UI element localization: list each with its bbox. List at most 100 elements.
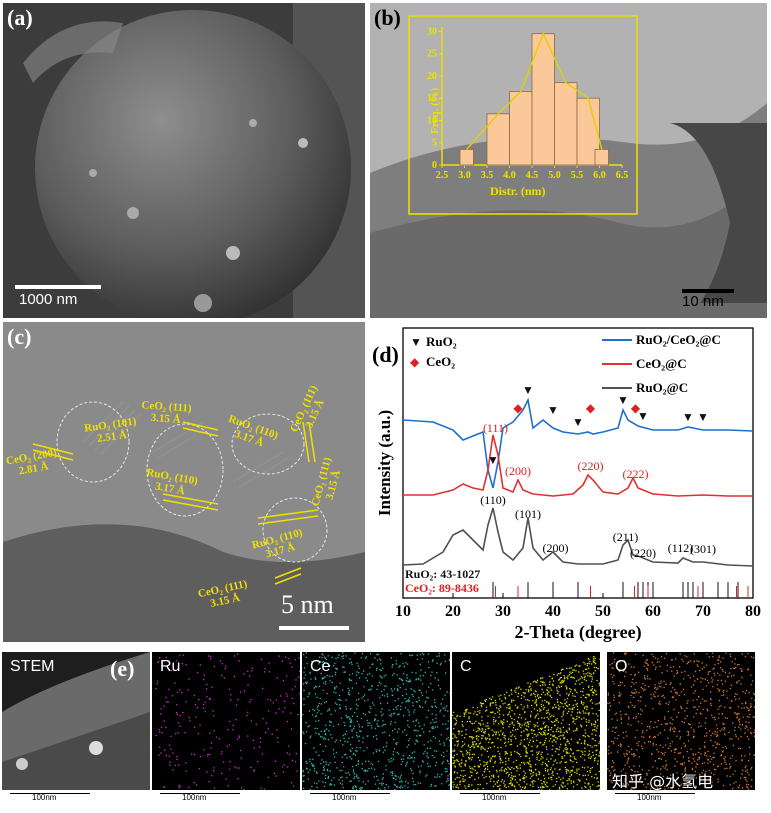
histogram-y-tick-label: 5 bbox=[432, 138, 437, 149]
map-o: O 100nm bbox=[607, 652, 755, 804]
xrd-x-tick-label: 30 bbox=[495, 603, 511, 620]
histogram-bar bbox=[554, 82, 578, 166]
histogram-x-tick-label: 4.5 bbox=[526, 170, 539, 181]
xrd-ceo2-peak-label: (222) bbox=[623, 467, 649, 481]
histogram-y-tick-label: 30 bbox=[427, 26, 437, 37]
histogram-x-tick-label: 5.0 bbox=[548, 170, 561, 181]
scale-bar bbox=[682, 289, 734, 293]
xrd-marker-legend-symbol: ◆ bbox=[410, 355, 420, 369]
map-scale-bar: 100nm bbox=[2, 790, 150, 804]
panel-label: (d) bbox=[372, 342, 399, 367]
panel-a-sem-image: (a) 1000 nm bbox=[3, 3, 365, 318]
histogram-y-tick-label: 20 bbox=[427, 71, 437, 82]
xrd-x-tick-label: 40 bbox=[545, 603, 561, 620]
xrd-ceo2-peak-label: (111) bbox=[483, 421, 508, 435]
eds-signal-dots bbox=[452, 656, 600, 792]
panel-label: (b) bbox=[374, 5, 401, 30]
xrd-x-tick-label: 10 bbox=[395, 603, 411, 620]
histogram-x-tick-label: 6.5 bbox=[616, 170, 629, 181]
map-label: C bbox=[460, 658, 472, 675]
xrd-ruo2-peak-label: (101) bbox=[515, 507, 541, 521]
histogram-bar bbox=[459, 149, 474, 166]
xrd-ruo2-marker: ▼ bbox=[572, 415, 584, 429]
map-scale-bar: 100nm bbox=[452, 790, 600, 804]
xrd-legend-label: CeO₂@C bbox=[636, 356, 687, 371]
map-label: O bbox=[615, 658, 628, 675]
xrd-legend-label: RuO₂@C bbox=[636, 380, 688, 395]
scale-bar-label: 10 nm bbox=[682, 293, 724, 310]
xrd-ceo2-peak-label: (200) bbox=[505, 464, 531, 478]
eds-signal-dots bbox=[607, 652, 755, 792]
xrd-y-label: Intensity (a.u.) bbox=[375, 410, 394, 516]
xrd-ruo2-marker: ▼ bbox=[697, 410, 709, 424]
histogram-x-label: Distr. (nm) bbox=[490, 184, 546, 198]
scale-bar bbox=[15, 285, 101, 289]
o-dots bbox=[607, 652, 755, 792]
histogram-x-tick-label: 5.5 bbox=[571, 170, 584, 181]
histogram-y-tick-label: 25 bbox=[427, 49, 437, 60]
sem-sphere-drawing bbox=[3, 3, 365, 318]
ce-dots bbox=[302, 652, 450, 792]
xrd-reference-label: RuO₂: 43-1027 bbox=[405, 567, 480, 581]
panel-label: (a) bbox=[7, 5, 33, 30]
map-scale-bar: 100nm bbox=[607, 790, 755, 804]
size-distribution-histogram: 2.5 3.0 3.5 4.0 4.5 5.0 5.5 6.0 6.5 0 5 10 15 20 25 30 … bbox=[408, 15, 638, 215]
map-label: Ce bbox=[310, 658, 331, 675]
xrd-marker-legend-label: RuO₂ bbox=[426, 334, 457, 349]
histogram-bar bbox=[509, 91, 533, 166]
xrd-ruo2-marker: ▼ bbox=[682, 410, 694, 424]
xrd-ruo2-peak-label: (301) bbox=[690, 542, 716, 556]
histogram-bar bbox=[486, 113, 510, 166]
histogram-x-tick-label: 3.0 bbox=[458, 170, 471, 181]
xrd-ruo2-marker: ▼ bbox=[547, 403, 559, 417]
panel-label: (c) bbox=[7, 324, 32, 349]
histogram-bar bbox=[594, 149, 609, 166]
xrd-ceo2-peak-label: (220) bbox=[578, 459, 604, 473]
map-ru: Ru 100nm bbox=[152, 652, 300, 804]
histogram-x-tick-label: 3.5 bbox=[481, 170, 494, 181]
xrd-legend-label: RuO₂/CeO₂@C bbox=[636, 332, 721, 347]
eds-signal-dots bbox=[302, 652, 450, 792]
map-stem: STEM 100nm bbox=[2, 652, 150, 804]
map-ce: Ce 100nm bbox=[302, 652, 450, 804]
histogram-y-tick-label: 10 bbox=[427, 115, 437, 126]
xrd-series-line bbox=[403, 434, 753, 497]
histogram-x-tick-label: 2.5 bbox=[436, 170, 449, 181]
xrd-ruo2-peak-label: (220) bbox=[630, 546, 656, 560]
panel-label: (e) bbox=[110, 656, 135, 681]
xrd-ceo2-marker: ◆ bbox=[631, 401, 641, 415]
histogram-fit-curve bbox=[466, 31, 603, 150]
xrd-ruo2-marker: ▼ bbox=[617, 393, 629, 407]
lattice-label: CeO₂ (111) 3.15 Å bbox=[141, 399, 192, 426]
histogram-x-tick-label: 4.0 bbox=[503, 170, 516, 181]
inset-frame bbox=[408, 15, 638, 215]
xrd-series-line bbox=[402, 507, 754, 567]
xrd-x-tick-label: 50 bbox=[595, 603, 611, 620]
xrd-ceo2-marker: ◆ bbox=[513, 401, 523, 415]
hrtem-drawing bbox=[3, 322, 365, 642]
map-scale-bar: 100nm bbox=[152, 790, 300, 804]
scale-bar-label: 1000 nm bbox=[19, 291, 78, 308]
xrd-marker-legend-label: CeO₂ bbox=[426, 354, 455, 369]
map-c: C 100nm bbox=[452, 652, 600, 804]
histogram-svg: 2.5 3.0 3.5 4.0 4.5 5.0 5.5 6.0 6.5 0 5 10 15 20 25 30 bbox=[408, 15, 638, 215]
xrd-ruo2-marker: ▼ bbox=[637, 409, 649, 423]
xrd-svg: 10 20 30 40 50 60 70 80 2-Theta (degree) Intensit… bbox=[375, 327, 761, 643]
xrd-x-label: 2-Theta (degree) bbox=[514, 622, 641, 643]
panel-d-xrd-chart: 10 20 30 40 50 60 70 80 2-Theta (degree) Intensit… bbox=[370, 322, 770, 648]
histogram-y-tick-label: 15 bbox=[427, 93, 437, 104]
xrd-ruo2-peak-label: (200) bbox=[543, 541, 569, 555]
c-dots bbox=[452, 656, 600, 792]
histogram-x-tick-label: 6.0 bbox=[593, 170, 606, 181]
xrd-x-tick-label: 60 bbox=[645, 603, 661, 620]
xrd-reference-label: CeO₂: 89-8436 bbox=[405, 581, 479, 595]
map-scale-bar: 100nm bbox=[302, 790, 450, 804]
panel-c-hrtem-image: (c) RuO₂ (101) 2.51 Å CeO₂ (200) 2.81 Å Ce… bbox=[3, 322, 365, 642]
xrd-ruo2-peak-label: (211) bbox=[613, 530, 639, 544]
xrd-series-line bbox=[402, 397, 754, 489]
stem-image bbox=[2, 652, 150, 804]
xrd-ruo2-marker: ▼ bbox=[522, 383, 534, 397]
histogram-y-tick-label: 0 bbox=[432, 160, 437, 171]
xrd-ruo2-marker: ▼ bbox=[487, 453, 499, 467]
watermark: 知乎 @水氢电 bbox=[612, 772, 714, 791]
